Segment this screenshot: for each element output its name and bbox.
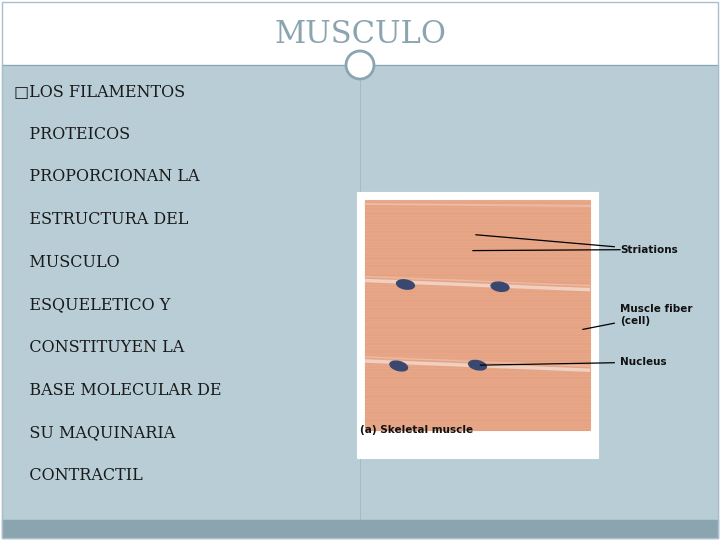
Bar (2, 65, 718, 522)
Text: MUSCULO: MUSCULO (274, 19, 446, 50)
Ellipse shape (491, 282, 509, 291)
Text: Muscle fiber
(cell): Muscle fiber (cell) (582, 304, 693, 329)
Text: Nucleus: Nucleus (480, 357, 667, 367)
Text: CONSTITUYEN LA: CONSTITUYEN LA (14, 339, 184, 356)
Text: (a) Skeletal muscle: (a) Skeletal muscle (360, 425, 473, 435)
Text: CONTRACTIL: CONTRACTIL (14, 467, 143, 484)
Text: PROTEICOS: PROTEICOS (14, 126, 130, 143)
Text: ESTRUCTURA DEL: ESTRUCTURA DEL (14, 211, 189, 228)
Bar (357, 192, 598, 458)
Ellipse shape (469, 360, 486, 370)
Text: MUSCULO: MUSCULO (14, 254, 120, 271)
Ellipse shape (397, 280, 415, 289)
Bar (2, 2, 718, 65)
Bar (2, 520, 718, 538)
Text: □LOS FILAMENTOS: □LOS FILAMENTOS (14, 83, 185, 100)
Text: SU MAQUINARIA: SU MAQUINARIA (14, 424, 175, 442)
Circle shape (346, 51, 374, 79)
Text: BASE MOLECULAR DE: BASE MOLECULAR DE (14, 382, 222, 399)
Bar (365, 200, 590, 430)
Ellipse shape (390, 361, 408, 371)
Text: Striations: Striations (476, 235, 678, 255)
Text: PROPORCIONAN LA: PROPORCIONAN LA (14, 168, 199, 185)
Text: ESQUELETICO Y: ESQUELETICO Y (14, 296, 171, 314)
